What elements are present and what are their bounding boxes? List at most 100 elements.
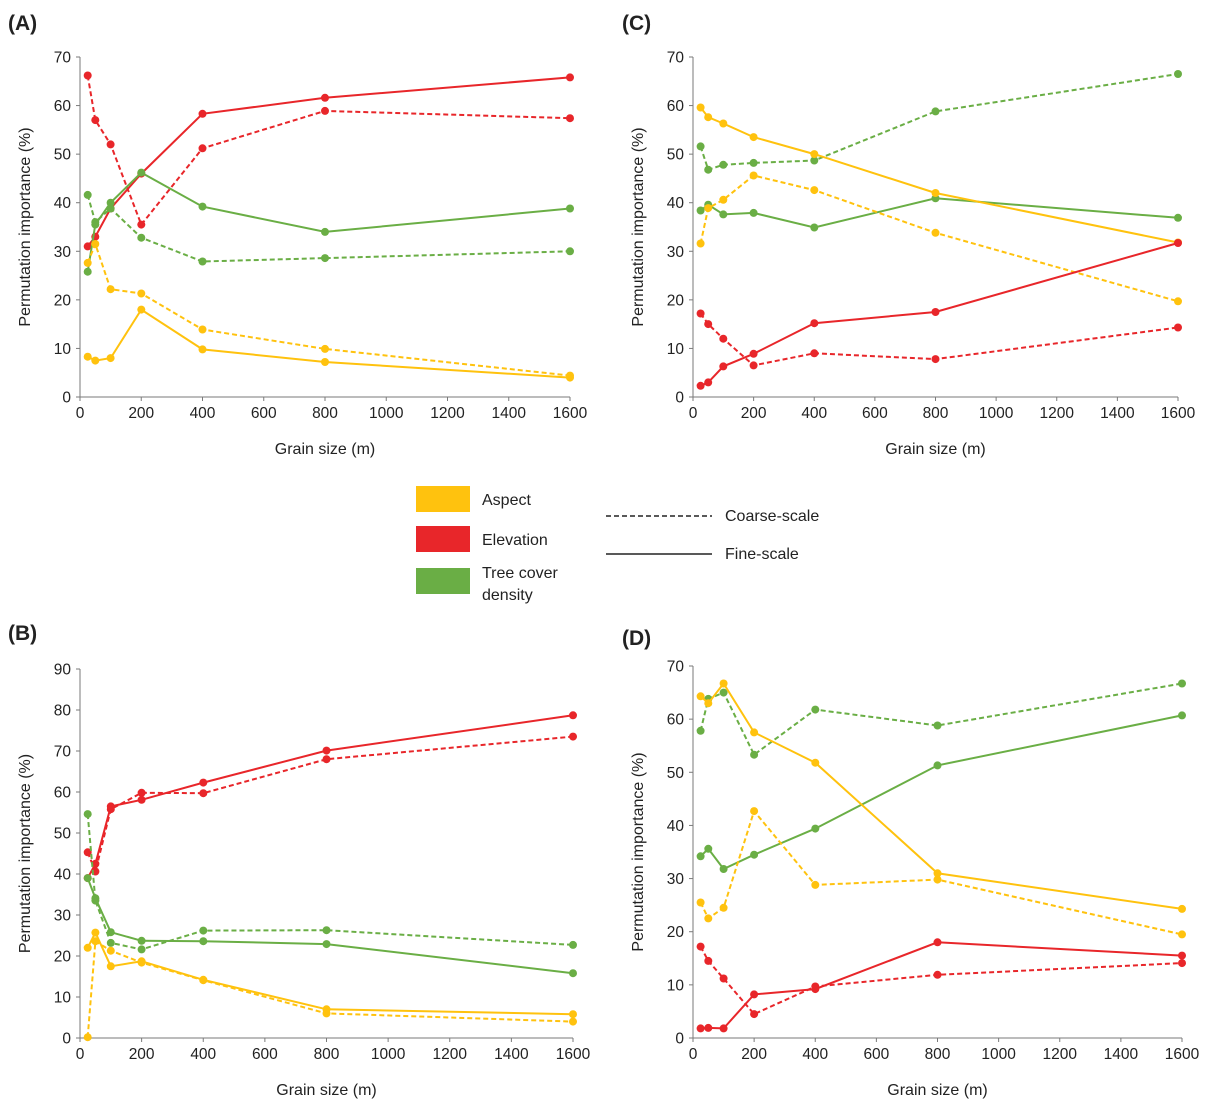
data-point-tree_cover_density-coarse [566, 247, 574, 256]
data-point-aspect-coarse [810, 186, 819, 195]
y-tick-label: 80 [54, 703, 72, 720]
data-point-tree_cover_density-coarse [811, 705, 820, 714]
y-tick-label: 30 [667, 244, 685, 261]
series-line-elevation-fine [700, 941, 1183, 1030]
data-point-tree_cover_density-fine [810, 223, 819, 232]
y-tick-label: 10 [54, 990, 72, 1007]
y-axis-label: Permutation importance (%) [17, 754, 34, 953]
y-tick-label: 50 [667, 765, 685, 782]
data-point-elevation-fine [931, 308, 940, 316]
y-tick-label: 0 [62, 1031, 71, 1048]
data-point-elevation-fine [198, 109, 207, 118]
y-tick-label: 50 [667, 147, 685, 164]
data-point-elevation-coarse [83, 71, 92, 80]
data-point-tree_cover_density-coarse [933, 721, 942, 730]
panel-b: (B) 0 10 20 30 40 50 60 70 80 90 0 200 400 600 800 1000… [8, 622, 591, 1099]
y-tick-label: 20 [54, 292, 72, 309]
data-point-elevation-fine [91, 859, 100, 868]
data-point-elevation-fine [810, 319, 819, 328]
panel-label: (D) [622, 627, 651, 650]
x-tick-label: 1600 [1161, 405, 1196, 422]
series-line-elevation-fine [700, 242, 1179, 387]
data-point-aspect-fine [704, 699, 713, 708]
data-point-elevation-coarse [696, 309, 705, 318]
data-point-tree_cover_density-coarse [199, 926, 208, 935]
data-point-tree_cover_density-fine [719, 210, 728, 219]
y-tick-label: 40 [54, 195, 72, 212]
data-point-tree_cover_density-coarse [719, 160, 728, 169]
data-point-aspect-fine [198, 345, 207, 354]
data-point-tree_cover_density-fine [83, 874, 92, 883]
data-point-elevation-coarse [931, 355, 940, 364]
data-point-aspect-coarse [83, 258, 92, 267]
data-point-tree_cover_density-fine [322, 940, 331, 949]
series-line-aspect-fine [699, 106, 1179, 244]
data-point-elevation-fine [704, 378, 713, 387]
x-tick-label: 1600 [556, 1046, 591, 1063]
data-point-aspect-fine [91, 356, 100, 365]
legend-label-tree-cover-line2: density [482, 587, 533, 604]
y-tick-label: 60 [54, 98, 72, 115]
data-point-elevation-fine [566, 73, 574, 82]
y-tick-label: 50 [54, 147, 72, 164]
data-point-aspect-fine [83, 352, 92, 361]
x-tick-label: 0 [76, 1046, 85, 1063]
data-point-tree_cover_density-coarse [106, 938, 115, 947]
x-tick-label: 1000 [369, 405, 404, 422]
data-point-elevation-fine [749, 349, 758, 358]
data-point-elevation-coarse [322, 755, 331, 764]
panel-a: (A) 0 10 20 30 40 50 60 70 0 200 400 600 800 1000 1200… [8, 12, 588, 458]
data-point-elevation-fine [719, 362, 728, 371]
data-point-tree_cover_density-fine [719, 865, 728, 873]
data-point-aspect-fine [322, 1005, 331, 1014]
data-point-tree_cover_density-fine [933, 761, 942, 770]
data-point-elevation-fine [322, 746, 331, 755]
x-tick-label: 600 [252, 1046, 278, 1063]
data-point-aspect-fine [1178, 904, 1186, 913]
data-point-aspect-fine [83, 943, 92, 952]
data-point-elevation-coarse [106, 140, 115, 149]
data-point-tree_cover_density-fine [198, 202, 207, 211]
x-tick-label: 600 [862, 405, 888, 422]
x-tick-label: 1200 [430, 405, 465, 422]
data-point-elevation-coarse [321, 106, 329, 115]
x-tick-label: 1400 [1100, 405, 1135, 422]
panel-label: (A) [8, 12, 37, 35]
data-point-aspect-fine [106, 962, 115, 971]
data-point-aspect-fine [106, 354, 115, 363]
data-point-tree_cover_density-coarse [83, 810, 92, 819]
y-tick-label: 90 [54, 662, 72, 679]
y-tick-label: 0 [675, 390, 684, 407]
data-point-elevation-fine [704, 1023, 713, 1032]
data-point-tree_cover_density-fine [569, 969, 577, 978]
data-point-tree_cover_density-fine [811, 824, 820, 833]
series-line-aspect-coarse [86, 241, 571, 377]
data-point-elevation-coarse [199, 789, 208, 798]
data-point-tree_cover_density-fine [91, 894, 100, 903]
legend-label-coarse-scale: Coarse-scale [725, 508, 819, 525]
x-tick-label: 400 [190, 405, 216, 422]
data-point-elevation-fine [811, 985, 820, 994]
data-point-tree_cover_density-coarse [749, 158, 758, 167]
y-tick-label: 70 [667, 50, 685, 67]
data-point-tree_cover_density-fine [199, 937, 208, 946]
data-point-tree_cover_density-coarse [1174, 70, 1182, 78]
x-tick-label: 1000 [371, 1046, 406, 1063]
series-line-tree_cover_density-fine [86, 877, 574, 975]
data-point-aspect-fine [91, 928, 100, 937]
data-point-elevation-fine [106, 802, 115, 811]
data-point-tree_cover_density-coarse [198, 257, 207, 266]
x-tick-label: 200 [128, 405, 154, 422]
y-tick-label: 40 [667, 818, 685, 835]
y-tick-label: 70 [667, 659, 685, 676]
data-point-elevation-fine [933, 938, 942, 947]
series-line-aspect-fine [699, 681, 1183, 910]
x-tick-label: 400 [802, 1046, 828, 1063]
data-point-tree_cover_density-fine [321, 227, 329, 236]
x-tick-label: 0 [689, 1046, 698, 1063]
legend-swatch-tree-cover-density [416, 568, 470, 594]
data-point-aspect-fine [810, 150, 819, 159]
data-point-tree_cover_density-fine [106, 928, 115, 937]
data-point-elevation-coarse [810, 349, 819, 358]
data-point-elevation-coarse [704, 956, 713, 965]
